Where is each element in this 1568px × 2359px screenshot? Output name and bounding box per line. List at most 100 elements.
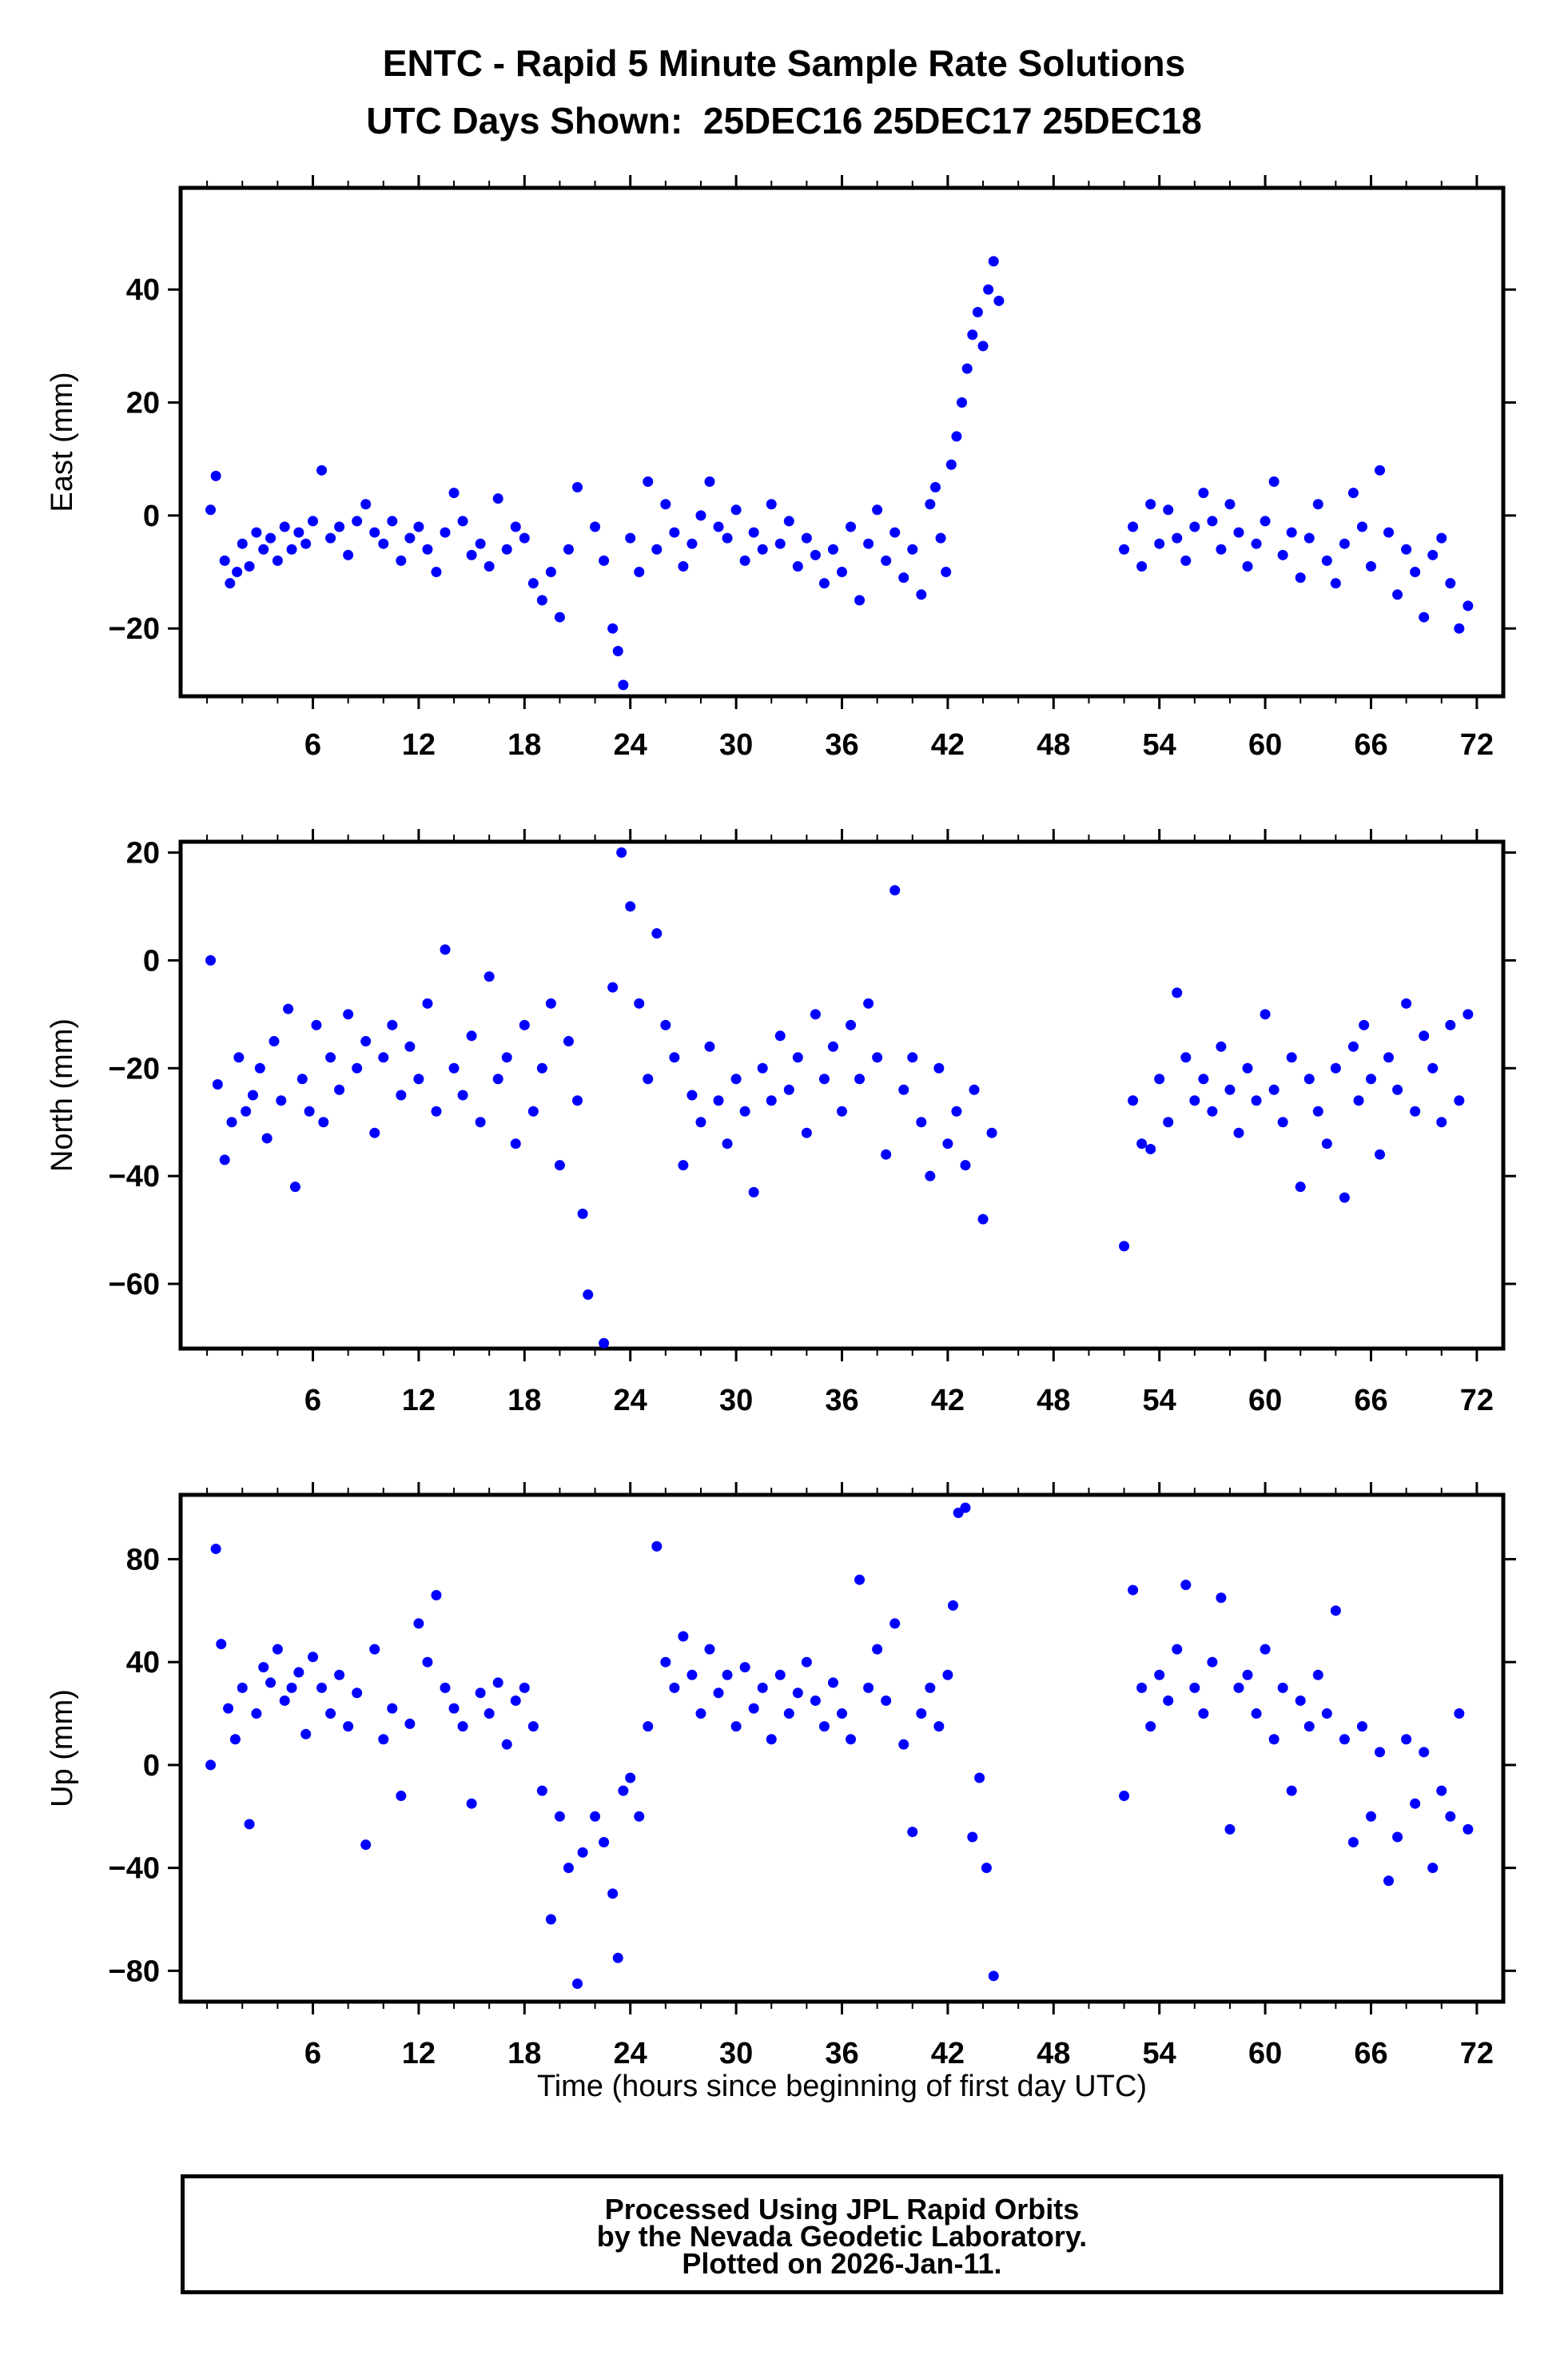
y-tick-label: −60 — [109, 1268, 160, 1301]
data-point — [1216, 1592, 1227, 1604]
data-point — [961, 363, 973, 374]
data-point — [993, 295, 1005, 306]
data-point — [1233, 1682, 1244, 1693]
data-point — [261, 1133, 273, 1144]
data-point — [1180, 1052, 1192, 1063]
data-point — [1383, 527, 1395, 538]
data-point — [607, 1888, 619, 1899]
data-point — [1353, 1095, 1364, 1106]
data-point — [974, 1772, 985, 1783]
data-point — [527, 1721, 539, 1732]
data-point — [1145, 499, 1156, 510]
data-point — [1383, 1052, 1395, 1063]
data-point — [1330, 1605, 1341, 1616]
y-tick-label: −20 — [109, 1052, 160, 1086]
x-tick-label: 12 — [402, 728, 436, 762]
data-point — [1180, 1580, 1192, 1591]
data-point — [316, 464, 328, 476]
data-point — [881, 1149, 892, 1160]
data-point — [988, 256, 999, 267]
data-point — [1163, 1117, 1174, 1128]
data-point — [1268, 1734, 1279, 1745]
data-point — [686, 538, 698, 549]
x-tick-label: 6 — [304, 1384, 321, 1417]
data-point — [945, 459, 957, 470]
data-point — [748, 527, 759, 538]
data-point — [1436, 1785, 1447, 1796]
data-point — [783, 1708, 794, 1719]
data-point — [972, 306, 983, 317]
data-point — [837, 1106, 847, 1117]
data-point — [686, 1090, 698, 1101]
data-point — [334, 1669, 345, 1680]
data-point — [1401, 1734, 1412, 1745]
data-point — [651, 928, 663, 939]
data-point — [739, 1106, 750, 1117]
data-point — [1128, 1095, 1139, 1106]
data-point — [907, 544, 918, 555]
data-point — [279, 521, 290, 532]
data-point — [1321, 1708, 1332, 1719]
data-point — [1427, 1863, 1439, 1874]
x-tick-label: 72 — [1460, 728, 1494, 762]
data-point — [1436, 532, 1447, 544]
data-point — [1198, 488, 1209, 499]
data-point — [563, 1863, 574, 1874]
data-point — [448, 488, 460, 499]
data-point — [244, 560, 255, 572]
data-point — [1277, 1117, 1288, 1128]
data-point — [1198, 1708, 1209, 1719]
data-point — [1427, 1062, 1439, 1074]
data-point — [484, 560, 495, 572]
data-point — [484, 971, 495, 982]
data-point — [925, 499, 936, 510]
data-point — [695, 1117, 706, 1128]
data-point — [422, 998, 433, 1009]
data-point — [536, 1062, 547, 1074]
data-point — [774, 1030, 786, 1042]
data-point — [766, 1095, 777, 1106]
chart-subtitle: UTC Days Shown: 25DEC16 25DEC17 25DEC18 — [366, 100, 1202, 141]
data-point — [1375, 464, 1386, 476]
data-point — [722, 1138, 733, 1150]
data-point — [695, 510, 706, 521]
data-point — [457, 1721, 468, 1732]
y-tick-label: 0 — [143, 1749, 160, 1783]
data-point — [360, 499, 372, 510]
data-point — [283, 1003, 294, 1014]
data-point — [318, 1117, 329, 1128]
data-point — [343, 1009, 354, 1020]
data-point — [678, 1160, 689, 1171]
data-point — [1436, 1117, 1447, 1128]
data-point — [1339, 1192, 1350, 1203]
data-point — [1154, 1669, 1165, 1680]
data-point — [951, 1106, 962, 1117]
data-point — [1463, 1009, 1474, 1020]
data-point — [1410, 1106, 1421, 1117]
data-point — [801, 1127, 812, 1138]
data-point — [748, 1186, 759, 1197]
data-point — [757, 1682, 768, 1693]
data-point — [1295, 572, 1306, 584]
data-point — [757, 1062, 768, 1074]
data-point — [960, 1502, 971, 1513]
data-point — [801, 1656, 812, 1668]
data-point — [492, 1074, 503, 1085]
data-point — [519, 1682, 530, 1693]
data-point — [1145, 1143, 1156, 1154]
data-point — [1277, 1682, 1288, 1693]
data-point — [229, 1734, 241, 1745]
data-point — [854, 1574, 866, 1585]
data-point — [1392, 1831, 1403, 1843]
data-point — [404, 532, 416, 544]
data-point — [1312, 1106, 1323, 1117]
data-point — [969, 1084, 980, 1095]
data-point — [232, 567, 243, 578]
data-point — [396, 1791, 407, 1802]
x-tick-label: 24 — [614, 2037, 647, 2070]
data-point — [396, 1090, 407, 1101]
data-point — [1189, 1095, 1200, 1106]
data-point — [545, 1914, 556, 1925]
data-point — [1419, 612, 1430, 623]
